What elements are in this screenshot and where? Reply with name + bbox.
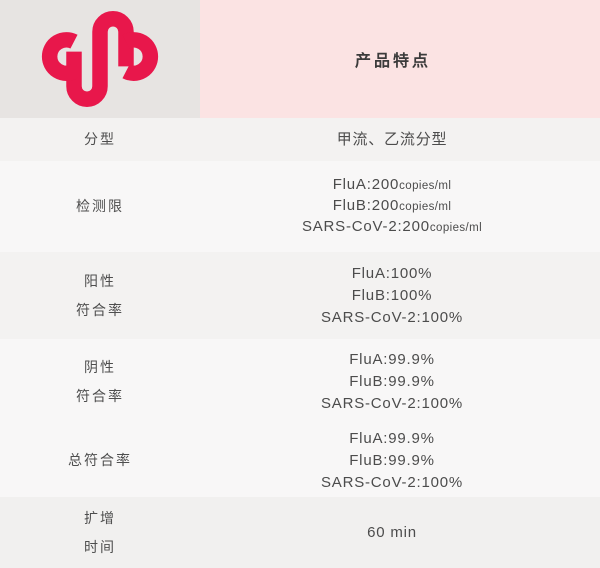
row-label-cell: 分型 — [0, 118, 200, 161]
row-value-line: FluB:99.9% — [349, 450, 435, 472]
value-main: SARS-CoV-2:200 — [301, 218, 430, 235]
row-label-line: 符合率 — [76, 301, 124, 318]
value-main: FluB:100% — [351, 286, 433, 304]
row-value-cell: 60 min — [200, 497, 600, 568]
row-label-cell: 总符合率 — [0, 424, 200, 497]
value-main: FluA:200 — [332, 176, 400, 193]
row-value-cell: 甲流、乙流分型 — [200, 118, 600, 161]
row-value-cell: FluA:99.9% FluB:99.9% SARS-CoV-2:100% — [200, 339, 600, 424]
value-main: SARS-CoV-2:100% — [320, 473, 464, 491]
row-value-line: FluB:99.9% — [349, 371, 435, 393]
table-body: 分型 甲流、乙流分型 检测限 FluA:200copies/ml FluB:200cop… — [0, 118, 600, 568]
row-label-line: 符合率 — [76, 387, 124, 404]
row-label-cell: 阳性 符合率 — [0, 252, 200, 339]
table-row: 扩增时间 60 min — [0, 497, 600, 568]
table-row: 检测限 FluA:200copies/ml FluB:200copies/ml SAR… — [0, 161, 600, 252]
row-value-line: FluA:99.9% — [349, 428, 435, 450]
row-value-line: FluA:200copies/ml — [333, 175, 452, 196]
row-label-cell: 阴性 符合率 — [0, 339, 200, 424]
header-title-cell: 产品特点 — [200, 0, 600, 118]
row-value-line: SARS-CoV-2:100% — [321, 393, 463, 415]
value-main: FluB:99.9% — [349, 372, 435, 390]
page-title: 产品特点 — [354, 53, 431, 70]
row-label-cell: 扩增 时间 — [0, 497, 200, 568]
row-value-line: SARS-CoV-2:200copies/ml — [302, 217, 482, 238]
table-row: 阴性符合率 FluA:99.9% FluB:99.9% SARS-CoV-2:100% — [0, 339, 600, 424]
row-value-line: FluA:99.9% — [349, 349, 435, 371]
row-value-line: 甲流、乙流分型 — [337, 129, 448, 151]
value-main: FluA:99.9% — [349, 350, 435, 368]
row-label-line: 总符合率 — [68, 452, 132, 468]
table-header: 产品特点 — [0, 0, 600, 118]
logo-s-stroke — [66, 11, 134, 107]
row-value-cell: FluA:100% FluB:100% SARS-CoV-2:100% — [200, 252, 600, 339]
brand-logo-icon — [41, 11, 159, 107]
table-row: 分型 甲流、乙流分型 — [0, 118, 600, 161]
value-unit: copies/ml — [399, 201, 452, 213]
table-row: 总符合率 FluA:99.9% FluB:99.9% SARS-CoV-2:100% — [0, 424, 600, 497]
value-unit: copies/ml — [399, 180, 452, 192]
table-row: 阳性符合率 FluA:100% FluB:100% SARS-CoV-2:100% — [0, 252, 600, 339]
value-main: SARS-CoV-2:100% — [320, 394, 464, 412]
value-main: 60 min — [367, 523, 417, 541]
row-label-line: 扩增 — [84, 509, 116, 526]
row-value-line: 60 min — [367, 522, 417, 544]
value-main: FluB:200 — [332, 197, 400, 214]
value-main: 甲流、乙流分型 — [336, 130, 448, 148]
row-value-cell: FluA:99.9% FluB:99.9% SARS-CoV-2:100% — [200, 424, 600, 497]
row-value-line: SARS-CoV-2:100% — [321, 307, 463, 329]
row-value-cell: FluA:200copies/ml FluB:200copies/ml SARS-C… — [200, 161, 600, 252]
value-main: FluA:100% — [351, 264, 433, 282]
row-value-line: FluA:100% — [352, 263, 433, 285]
value-unit: copies/ml — [429, 222, 483, 234]
value-main: SARS-CoV-2:100% — [320, 308, 464, 326]
row-label-line: 阴性 — [84, 358, 116, 375]
value-main: FluA:99.9% — [349, 429, 435, 447]
row-label-line: 分型 — [84, 131, 116, 147]
row-label-cell: 检测限 — [0, 161, 200, 252]
row-label-line: 检测限 — [76, 198, 124, 214]
logo-right-hook — [122, 32, 159, 81]
row-label-line: 阳性 — [84, 272, 116, 289]
logo-cell — [0, 0, 200, 118]
row-value-line: FluB:200copies/ml — [333, 196, 452, 217]
logo-left-hook — [41, 32, 78, 81]
row-value-line: FluB:100% — [352, 285, 433, 307]
value-main: FluB:99.9% — [349, 451, 435, 469]
row-label-line: 时间 — [84, 538, 116, 555]
row-value-line: SARS-CoV-2:100% — [321, 472, 463, 494]
